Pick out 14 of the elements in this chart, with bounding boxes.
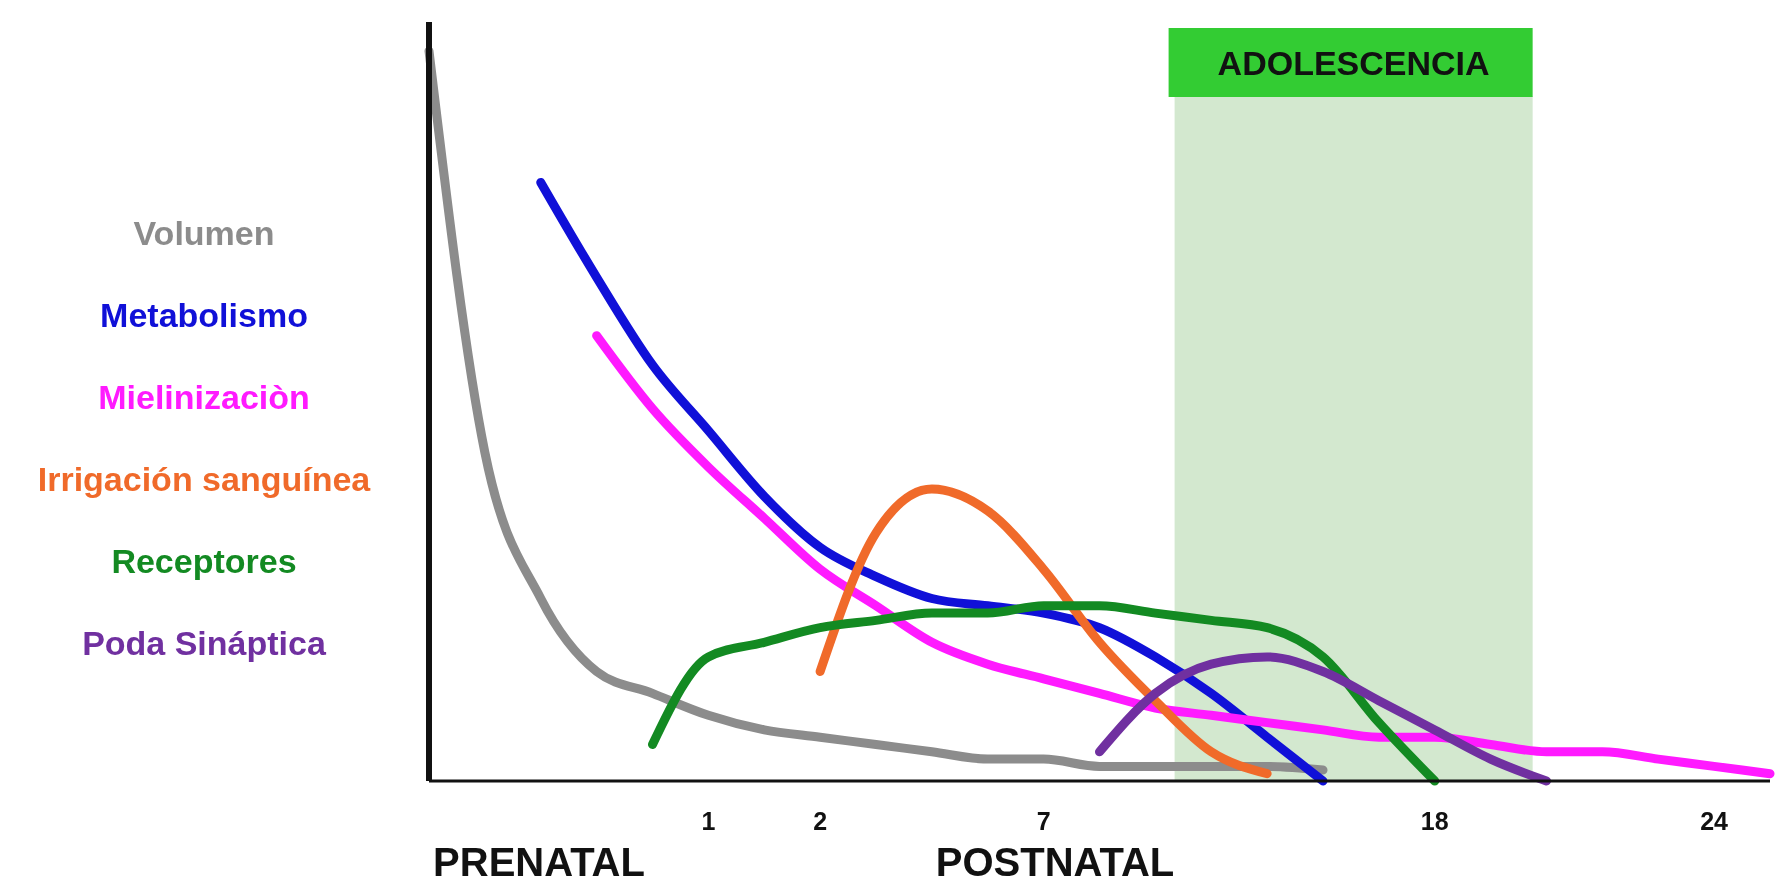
x-tick-label: 7 [1036, 807, 1051, 835]
text: Poda Sináptica [82, 624, 327, 662]
x-axis-title: POSTNATAL [935, 840, 1175, 879]
x-tick-label: 24 [1700, 807, 1729, 835]
x-tick-label: 2 [813, 807, 828, 835]
x-tick-label: 18 [1420, 807, 1449, 835]
text: Receptores [111, 542, 297, 580]
annotation: ADOLESCENCIA [1217, 44, 1490, 82]
text: Irrigación sanguínea [37, 460, 372, 498]
text: Volumen [133, 214, 275, 252]
text: Metabolismo [100, 296, 308, 334]
text: Mielinizaciòn [98, 378, 310, 416]
x-tick-label: 1 [701, 807, 716, 835]
text: PRENATAL [433, 840, 645, 879]
